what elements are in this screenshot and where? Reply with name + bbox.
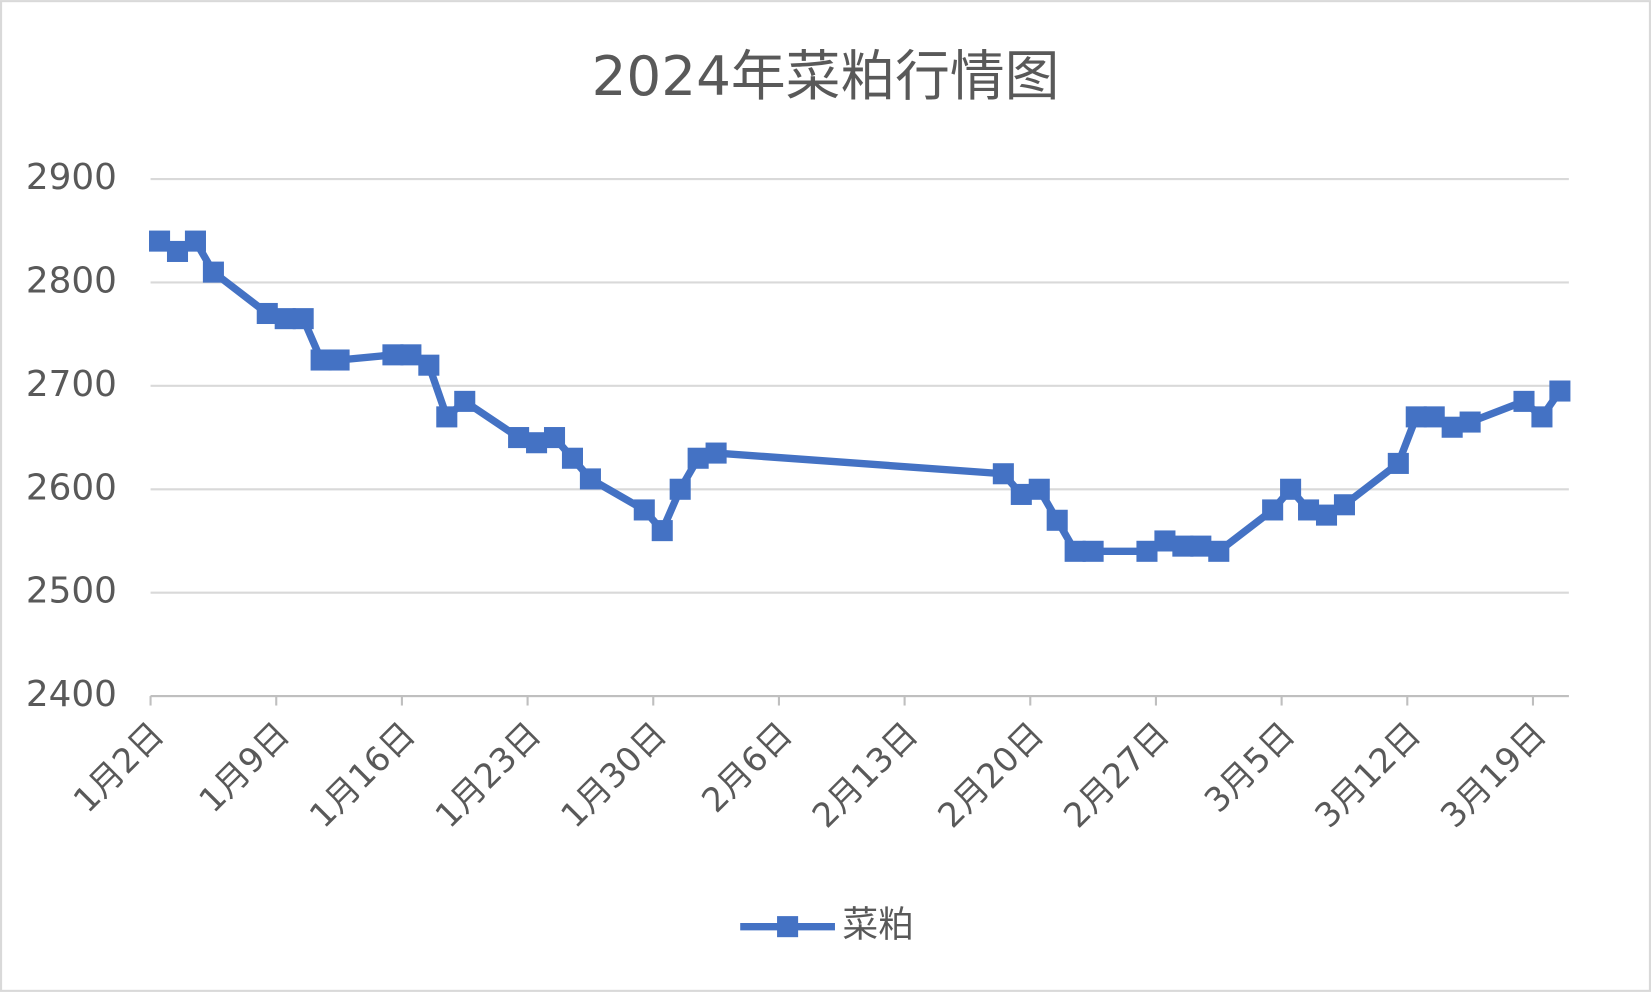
marker [633, 499, 655, 521]
marker [202, 261, 224, 283]
marker [1280, 478, 1302, 500]
marker [436, 406, 458, 428]
marker [1459, 411, 1481, 433]
marker [1315, 504, 1338, 526]
marker [687, 447, 709, 469]
marker [1262, 499, 1284, 521]
marker [1028, 478, 1050, 500]
y-tick-label: 2500 [26, 571, 117, 612]
marker [1046, 509, 1068, 531]
marker [1513, 390, 1535, 412]
marker [1010, 483, 1032, 505]
marker [1333, 494, 1355, 516]
marker [1064, 540, 1086, 562]
marker [400, 344, 422, 366]
marker [579, 468, 601, 490]
legend-label: 菜粕 [842, 905, 914, 946]
marker [310, 349, 332, 371]
marker [1208, 540, 1230, 562]
marker [1154, 530, 1176, 552]
marker [1190, 535, 1212, 557]
marker [651, 520, 673, 542]
marker [166, 240, 189, 262]
marker [1082, 540, 1104, 562]
y-tick-label: 2600 [26, 467, 117, 508]
y-tick-label: 2400 [26, 674, 117, 715]
marker [454, 390, 476, 412]
marker [1405, 406, 1427, 428]
marker [184, 230, 206, 252]
marker [1441, 416, 1463, 438]
marker [1423, 406, 1445, 428]
marker [418, 354, 440, 376]
legend-marker [777, 916, 799, 938]
marker [669, 478, 691, 500]
marker [992, 463, 1014, 485]
marker [274, 308, 296, 330]
y-tick-label: 2900 [26, 157, 117, 198]
y-tick-label: 2700 [26, 364, 117, 405]
y-tick-label: 2800 [26, 260, 117, 301]
chart-title: 2024年菜粕行情图 [592, 44, 1060, 108]
marker [1387, 452, 1409, 474]
marker [526, 432, 548, 454]
marker [1172, 535, 1194, 557]
marker [292, 308, 314, 330]
marker [1531, 406, 1553, 428]
marker [1136, 540, 1158, 562]
marker [543, 427, 566, 449]
marker [149, 230, 171, 252]
marker [382, 344, 404, 366]
marker [1298, 499, 1320, 521]
marker [256, 302, 278, 325]
marker [561, 447, 583, 469]
marker [705, 442, 727, 464]
marker [328, 349, 350, 371]
marker [508, 427, 530, 449]
marker [1549, 380, 1571, 402]
